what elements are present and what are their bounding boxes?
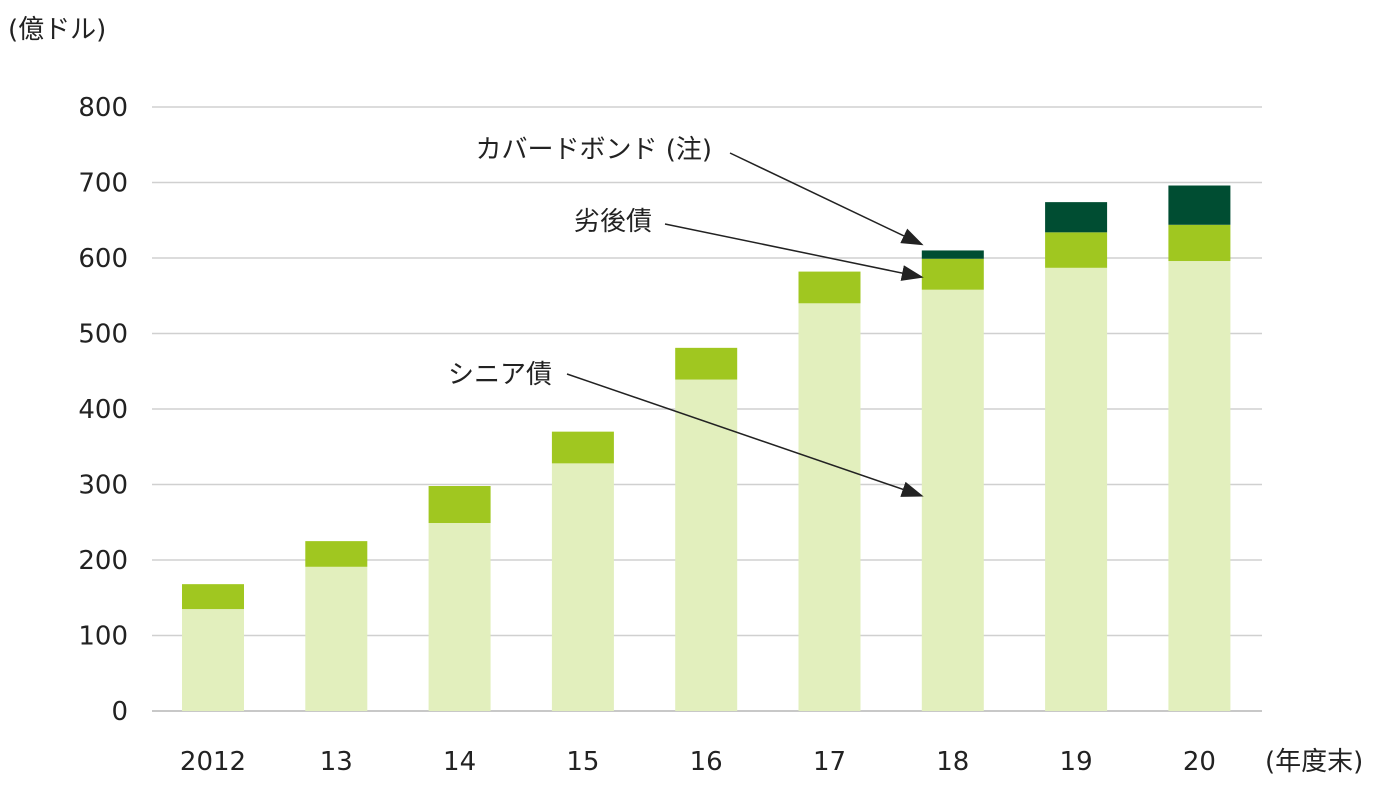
y-tick-label: 200: [78, 546, 128, 576]
bar-stack-20: [1168, 185, 1231, 711]
bar-segment-series0-20: [1168, 261, 1231, 711]
bars: [182, 185, 1231, 711]
bar-stack-18: [921, 250, 984, 711]
y-tick-label: 400: [78, 395, 128, 425]
x-tick-label: 14: [443, 747, 476, 777]
x-tick-label: 18: [936, 747, 969, 777]
x-axis-unit-label: (年度末): [1265, 747, 1363, 777]
bar-segment-series1-2012: [182, 584, 244, 610]
x-tick-label: 19: [1060, 747, 1093, 777]
annotation-arrow: [566, 373, 924, 497]
bar-stack-19: [1045, 202, 1108, 711]
bar-segment-series0-19: [1045, 267, 1108, 711]
y-tick-label: 600: [78, 244, 128, 274]
bar-stack-13: [305, 541, 368, 711]
x-axis-ticks: 2012 13 14 15 16 17 18 19 20: [180, 747, 1216, 777]
bar-stack-14: [428, 486, 491, 711]
bar-segment-series0-14: [428, 523, 491, 711]
bar-segment-series1-15: [551, 431, 614, 464]
annotation-arrow: [664, 223, 924, 281]
bar-segment-series0-13: [305, 566, 368, 711]
bar-segment-series0-17: [798, 303, 861, 711]
bar-segment-series2-19: [1045, 202, 1108, 233]
bar-segment-series1-17: [798, 271, 861, 304]
bar-stack-15: [551, 431, 614, 711]
bar-segment-series1-13: [305, 541, 368, 567]
x-tick-label: 20: [1183, 747, 1216, 777]
bar-stack-16: [675, 347, 738, 711]
bar-segment-series1-14: [428, 486, 491, 524]
bar-segment-series1-18: [921, 258, 984, 290]
bar-segment-series2-18: [921, 250, 984, 259]
bar-segment-series0-2012: [182, 609, 244, 711]
y-tick-label: 100: [78, 622, 128, 652]
bar-segment-series0-15: [551, 463, 614, 711]
bar-stack-17: [798, 271, 861, 711]
y-axis-unit-label: (億ドル): [8, 15, 106, 45]
annotation-arrow: [729, 152, 924, 246]
bar-segment-series2-20: [1168, 185, 1231, 225]
y-tick-label: 300: [78, 471, 128, 501]
bar-segment-series1-20: [1168, 224, 1231, 262]
annotation-label: カバードボンド (注): [475, 135, 712, 165]
bar-segment-series0-16: [675, 379, 738, 711]
bar-stack-2012: [182, 584, 244, 711]
annotation-label: 劣後債: [574, 207, 652, 237]
x-tick-label: 13: [320, 747, 353, 777]
x-tick-label: 2012: [180, 747, 246, 777]
y-axis-ticks: 0 100 200 300 400 500 600 700 800: [78, 93, 128, 727]
annotation-label: シニア債: [448, 360, 552, 390]
y-tick-label: 800: [78, 93, 128, 123]
y-tick-label: 700: [78, 169, 128, 199]
bar-segment-series0-18: [921, 289, 984, 711]
x-tick-label: 16: [690, 747, 723, 777]
bar-segment-series1-16: [675, 347, 738, 380]
y-tick-label: 500: [78, 320, 128, 350]
bar-segment-series1-19: [1045, 232, 1108, 268]
y-tick-label: 0: [111, 697, 128, 727]
x-tick-label: 17: [813, 747, 846, 777]
x-tick-label: 15: [566, 747, 599, 777]
